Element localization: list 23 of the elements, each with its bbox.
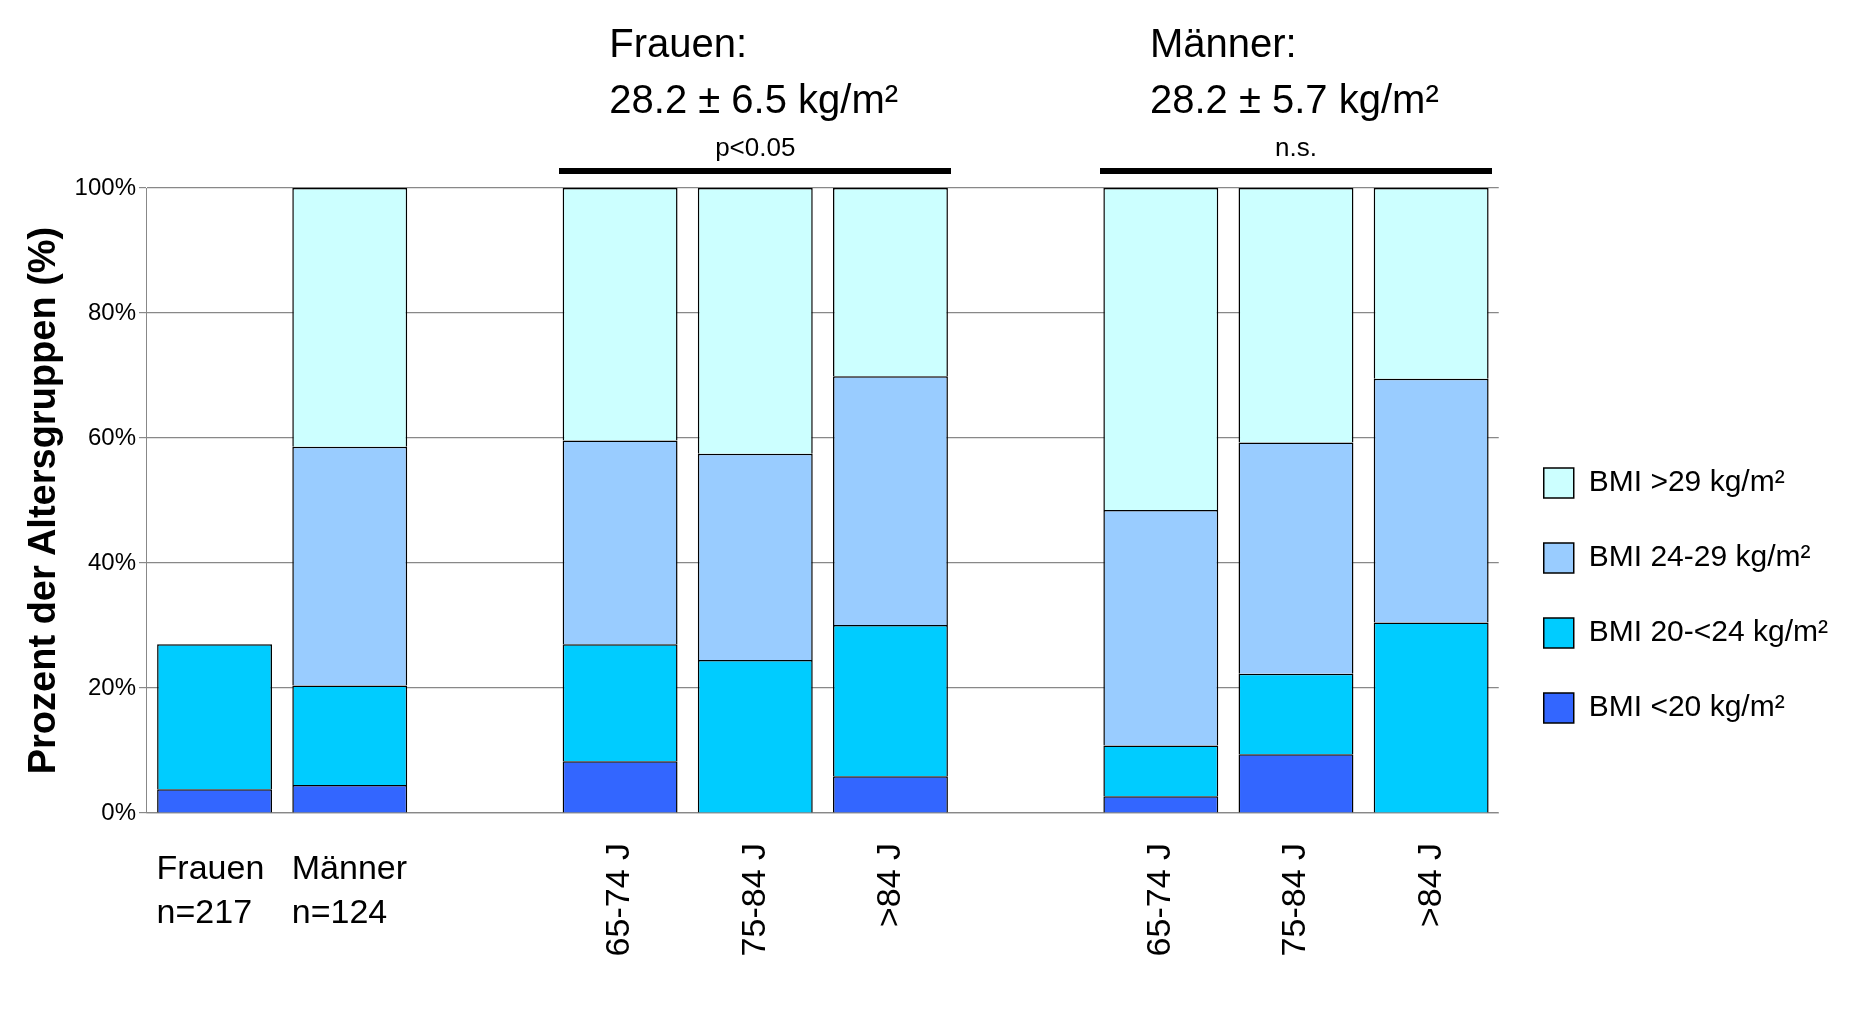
x-tick-label: >84 J	[1409, 843, 1448, 928]
legend-label: BMI 24-29 kg/m²	[1588, 539, 1811, 573]
text: Männer: 28.2 ± 5.7 kg/m²	[1149, 21, 1439, 122]
y-tick-label: 40%	[87, 547, 136, 575]
x-tick-label: 75-84 J	[733, 843, 772, 957]
y-tick-label: 80%	[87, 297, 136, 325]
x-tick-label: 65-74 J	[1139, 843, 1178, 957]
text: Frauen: 28.2 ± 6.5 kg/m²	[609, 21, 899, 122]
x-tick-label: >84 J	[868, 843, 907, 928]
y-tick-label: 0%	[101, 797, 136, 825]
legend-label: BMI >29 kg/m²	[1588, 464, 1785, 498]
text: p<0.05	[715, 132, 796, 163]
legend-label: BMI 20-<24 kg/m²	[1588, 614, 1829, 648]
x-tick-label: Frauen n=217	[156, 848, 265, 931]
y-tick-label: 100%	[74, 172, 136, 200]
x-tick-label: 75-84 J	[1274, 843, 1313, 957]
x-tick-label: Männer n=124	[291, 848, 408, 931]
text: n.s.	[1275, 132, 1317, 163]
x-tick-label: 65-74 J	[598, 843, 637, 957]
y-tick-label: 20%	[87, 672, 136, 700]
legend-label: BMI <20 kg/m²	[1588, 689, 1785, 723]
y-tick-label: 60%	[87, 422, 136, 450]
y-axis-title: Prozent der Altersgruppen (%)	[21, 226, 64, 775]
